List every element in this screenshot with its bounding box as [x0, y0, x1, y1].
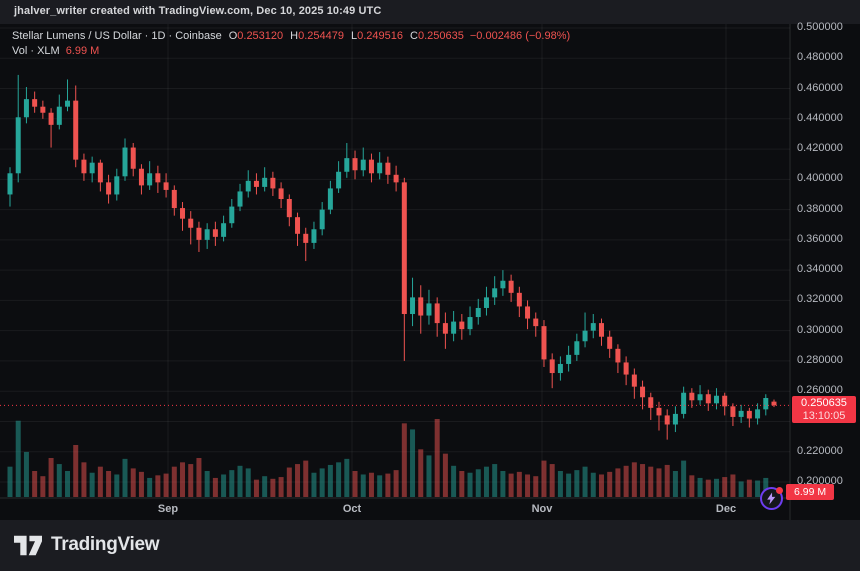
price-axis-label: 0.380000 — [797, 202, 843, 215]
change-value: −0.002486 (−0.98%) — [469, 30, 571, 42]
ohlc-value: 0.254479 — [298, 30, 344, 42]
candlestick-chart[interactable] — [0, 24, 860, 520]
tradingview-brand-text: TradingView — [51, 534, 160, 555]
ohlc-value: 0.249516 — [357, 30, 404, 42]
price-axis-label: 0.400000 — [797, 172, 843, 185]
symbol-title[interactable]: Stellar Lumens / US Dollar · 1D · Coinba… — [12, 30, 222, 42]
time-axis-label-sep: Sep — [157, 503, 179, 515]
footer-bar: TradingView — [0, 520, 860, 571]
price-axis-label: 0.460000 — [797, 81, 843, 94]
bar-countdown: 13:10:05 — [802, 410, 846, 423]
current-price-value: 0.250635 — [801, 397, 847, 410]
symbol-legend: Stellar Lumens / US Dollar · 1D · Coinba… — [12, 29, 570, 59]
ohlc-value: 0.253120 — [237, 30, 284, 42]
price-axis-label: 0.420000 — [797, 142, 843, 155]
price-axis-label: 0.220000 — [797, 444, 843, 457]
price-axis-label: 0.200000 — [797, 474, 843, 487]
volume-value: 6.99 M — [65, 45, 100, 57]
price-axis-label: 0.300000 — [797, 323, 843, 336]
legend-row-symbol: Stellar Lumens / US Dollar · 1D · Coinba… — [12, 29, 570, 44]
price-axis-label: 0.280000 — [797, 353, 843, 366]
boost-button[interactable] — [760, 487, 783, 510]
lightning-icon — [767, 492, 776, 505]
ohlc-key: C — [410, 30, 418, 42]
time-axis-label-dec: Dec — [715, 503, 737, 515]
chart-pane[interactable]: Stellar Lumens / US Dollar · 1D · Coinba… — [0, 21, 860, 520]
current-price-badge: 0.250635 13:10:05 — [792, 396, 856, 424]
ohlc-value: 0.250635 — [417, 30, 464, 42]
legend-row-volume: Vol · XLM 6.99 M — [12, 44, 570, 59]
time-axis-label-nov: Nov — [531, 503, 553, 515]
price-axis-label: 0.480000 — [797, 51, 843, 64]
price-axis-label: 0.440000 — [797, 111, 843, 124]
top-attribution-bar: jhalver_writer created with TradingView.… — [0, 0, 860, 24]
price-axis-label: 0.500000 — [797, 21, 843, 33]
current-volume-badge: 6.99 M — [786, 484, 835, 500]
time-axis-label-oct: Oct — [342, 503, 362, 515]
ohlc-key: L — [351, 30, 358, 42]
ohlc-key: O — [228, 30, 238, 42]
attribution-text: jhalver_writer created with TradingView.… — [14, 5, 382, 17]
price-axis-label: 0.360000 — [797, 232, 843, 245]
tradingview-mark-icon — [14, 535, 42, 555]
ohlc-values: O0.253120 H0.254479 L0.249516 C0.250635 — [222, 30, 464, 42]
ohlc-key: H — [290, 30, 299, 42]
notification-dot — [776, 487, 783, 494]
price-axis-label: 0.340000 — [797, 263, 843, 276]
tradingview-logo[interactable]: TradingView — [13, 534, 160, 556]
price-axis-label: 0.260000 — [797, 384, 843, 397]
volume-label: Vol · XLM — [12, 45, 60, 57]
price-axis-label: 0.320000 — [797, 293, 843, 306]
